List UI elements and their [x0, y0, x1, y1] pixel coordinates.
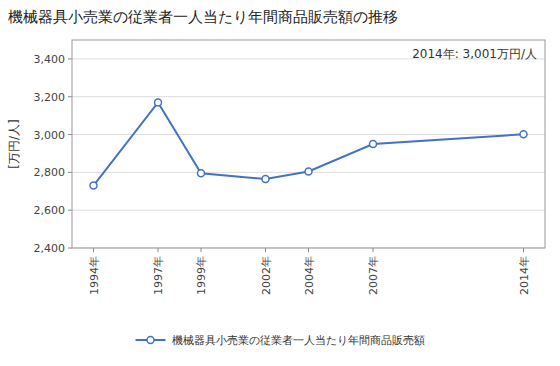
- line: [94, 102, 524, 185]
- title: 機械器具小売業の従業者一人当たり年間商品販売額の推移: [8, 8, 398, 26]
- legend: 機械器具小売業の従業者一人当たり年間商品販売額: [136, 334, 425, 347]
- marker: [520, 131, 527, 138]
- y-tick-label: 3,000: [34, 129, 66, 142]
- y-tick-label: 2,600: [34, 204, 66, 217]
- x-tick-label: 2002年: [260, 256, 273, 295]
- y-tick: [68, 96, 72, 97]
- x-tick: [265, 248, 266, 252]
- y-tick-label: 3,400: [34, 53, 66, 66]
- x-tick: [308, 248, 309, 252]
- grid-line: [72, 96, 545, 97]
- x-tick-label: 1994年: [88, 256, 101, 295]
- y-tick-label: 2,400: [34, 242, 66, 255]
- x-tick: [373, 248, 374, 252]
- x-tick-label: 2014年: [518, 256, 531, 295]
- marker: [198, 170, 205, 177]
- grid-line: [72, 210, 545, 211]
- plot-area: [90, 99, 527, 189]
- x-tick-label: 1997年: [152, 256, 165, 295]
- y-tick: [68, 248, 72, 249]
- y-tick: [68, 134, 72, 135]
- y-tick: [68, 172, 72, 173]
- x-tick: [523, 248, 524, 252]
- marker: [90, 182, 97, 189]
- marker: [370, 141, 377, 148]
- x-tick: [201, 248, 202, 252]
- y-tick: [68, 58, 72, 59]
- y-tick: [68, 210, 72, 211]
- marker: [305, 168, 312, 175]
- grid-line: [72, 134, 545, 135]
- annotation: 2014年: 3,001万円/人: [412, 47, 537, 61]
- marker: [155, 99, 162, 106]
- plot-frame: [72, 40, 545, 248]
- y-tick-label: 3,200: [34, 91, 66, 104]
- x-tick: [158, 248, 159, 252]
- legend-label: 機械器具小売業の従業者一人当たり年間商品販売額: [172, 334, 425, 347]
- legend-marker: [147, 337, 154, 344]
- grid: [72, 59, 545, 248]
- marker: [262, 175, 269, 182]
- x-tick-label: 2007年: [367, 256, 380, 295]
- chart: 機械器具小売業の従業者一人当たり年間商品販売額の推移 2,400 2,600 2,80…: [0, 0, 560, 366]
- y-axis-label: [万円/人]: [7, 119, 21, 168]
- y-tick-label: 2,800: [34, 166, 66, 179]
- x-tick-label: 1999年: [195, 256, 208, 295]
- x-tick-label: 2004年: [303, 256, 316, 295]
- x-tick: [93, 248, 94, 252]
